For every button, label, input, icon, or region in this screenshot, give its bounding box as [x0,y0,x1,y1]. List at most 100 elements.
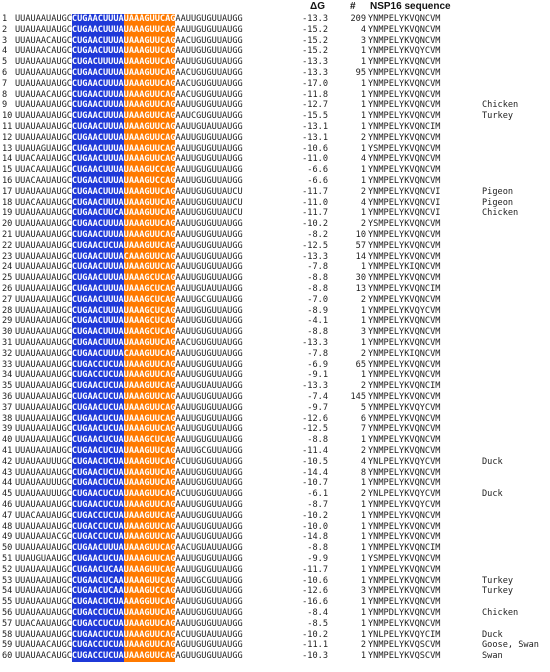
rna-sequence: UUAUAAUAUGCCUGAACUCUAUAAAGUUCAGAAUUGUGUU… [15,392,243,403]
seq-prefix: UUAUAAUAUGC [15,564,72,575]
protein-sequence: YNMPELYKVQNCVM [368,111,441,122]
rna-sequence: UUAUAAUAUGCCUGAACUUUAUAAAGCUCAGAAUUGUGUU… [15,327,243,338]
seq-suffix: AAUUGUGUUAUGG [175,46,243,57]
delta-g-value: -7.8 [307,262,328,273]
row-number: 53 [2,575,13,586]
protein-sequence: YNMPELYKVQNCVM [368,57,441,68]
seq-stem-right: UAAAGCUCAG [123,435,176,446]
delta-g-value: -12.6 [302,413,328,424]
delta-g-value: -11.7 [302,186,328,197]
seq-stem-left: CUGAACUUUA [71,284,124,295]
rna-sequence: UUAUAAUAUGCCUGAACUCAAUAAAGUUCAGAAUUGUGUU… [15,564,243,576]
seq-stem-left: CUGAACUCUA [71,478,124,490]
rna-sequence: UUAUAAUAUGCCUGACCUCUAUAAAGUUCAGAAUUGUGUU… [15,608,243,619]
seq-prefix: UUAUAAUAUGC [15,327,72,338]
rna-sequence: UUAUAAUAUGCCUGAACUCUAUAAAGUUCAGAAUUGUGUU… [15,467,243,479]
protein-sequence: YNMPELYKVQNCIM [368,122,441,132]
seq-stem-left: CUGAACUCAA [71,586,124,598]
count-value: 5 [360,402,366,413]
row-number: 29 [2,316,13,327]
delta-g-value: -11.1 [302,640,328,651]
seq-stem-right: UAAAGUUCAG [123,543,176,554]
row-number: 26 [2,284,13,294]
row-number: 40 [2,435,13,446]
seq-suffix: AAUUGUAUUAUGG [175,122,243,132]
table-row: 36 UUAUAAUAUGCCUGAACUCUAUAAAGUUCAGAAUUGUG… [0,392,550,403]
seq-suffix: AAUUGUGUUAUGG [175,154,243,165]
delta-g-value: -10.2 [302,510,328,521]
protein-sequence: YNMPELYKVQNCVM [368,575,441,586]
seq-stem-left: CUGAACUUUA [71,543,124,554]
host-label: Pigeon [482,186,514,197]
seq-prefix: UUAUAAUAUGC [15,608,72,618]
protein-sequence: YNMPELYKVQYCVM [368,46,441,57]
seq-stem-left: CUGAACUUUA [71,294,124,306]
rna-sequence: UUAUAAUACGCCUGACCUCUAUAAAGUUCAGAAUUGUGUU… [15,532,243,544]
seq-stem-right: UAAAGUUCAG [123,424,176,436]
seq-stem-right: UAAAGUUCAG [123,629,176,641]
seq-suffix: ACUUGUAUUAUGG [175,629,243,640]
row-number: 1 [2,14,8,24]
row-number: 32 [2,348,13,359]
table-row: 5 UUAUAAUAUGCCUGACUUUUAUAAAGUUCAGAAUUGUGU… [0,57,550,68]
seq-stem-left: CUGAACUUUA [71,143,124,155]
seq-suffix: ACUUGUGUUAUGG [175,489,243,500]
protein-sequence: YNMPELYKVQNCVM [368,68,441,78]
seq-stem-left: CUGAACUUCA [71,208,124,220]
delta-g-value: -13.3 [302,68,328,78]
rna-sequence: UUAUAAUAUGCCUGAACUUUAUAAAGCUCAGAAUUGUAUU… [15,284,243,295]
count-value: 3 [360,35,366,46]
seq-stem-right: UAAAGUUCAG [123,478,176,490]
rna-sequence: UUACAAUAUGCCUGAACUUUAUAAAGUUCAGAAUUGUGUU… [15,154,243,166]
row-number: 10 [2,111,13,122]
seq-prefix: UUAUAACAUGC [15,46,72,57]
count-value: 1 [360,122,366,132]
count-value: 1 [360,111,366,122]
seq-suffix: AAUCGUGUUAUGG [175,111,243,122]
seq-stem-left: CUGAACUUUA [71,197,124,209]
row-number: 5 [2,57,8,68]
seq-suffix: AAUUGUGUUAUGG [175,219,243,230]
host-label: Turkey [482,586,514,597]
table-row: 39 UUAUAAUAUGCCUGAACUCUAUAAAGUUCAGAAUUGUG… [0,424,550,436]
count-value: 1 [360,262,366,273]
row-number: 23 [2,251,13,262]
delta-g-value: -10.7 [302,478,328,489]
row-number: 11 [2,122,13,132]
seq-stem-left: CUGAACUUUA [71,154,124,166]
protein-sequence: YNMPELYKVQNCIM [368,543,441,554]
protein-sequence: YNMPELYKVQNCVM [368,251,441,262]
seq-suffix: AAUUGUGUUAUGG [175,597,243,608]
seq-suffix: AAUUGUGUUAUGG [175,240,243,251]
row-number: 13 [2,143,13,154]
seq-stem-left: CUGAACUCUA [71,456,124,468]
delta-g-value: -11.4 [302,446,328,456]
row-number: 35 [2,381,13,392]
seq-suffix: AAUUGUGUUAUGG [175,273,243,284]
seq-prefix: UUAUAAUAUGC [15,392,72,402]
row-number: 3 [2,35,8,46]
seq-stem-right: UAAAGCUCAG [123,305,176,317]
seq-suffix: AAUUGUGUUAUGG [175,305,243,316]
seq-prefix: UUACAAUAUGC [15,510,72,521]
table-row: 27 UUAUAAUAUGCCUGAACUUUAUAAAGCUCAGAAUUGCG… [0,294,550,306]
row-number: 33 [2,359,13,370]
rna-sequence: UUAUAAUAUGCCUGACCUCUAUAAAGUUCAGAAUUGUGUU… [15,370,243,382]
delta-g-value: -12.5 [302,424,328,435]
table-row: 52 UUAUAAUAUGCCUGAACUCAAUAAAGUUCAGAAUUGUG… [0,564,550,576]
table-row: 43 UUAUAAUAUGCCUGAACUCUAUAAAGUUCAGAAUUGUG… [0,467,550,479]
seq-stem-right: UAAAGCUCAG [123,327,176,338]
count-value: 1 [360,564,366,575]
protein-sequence: YNMPELYKVQNCVM [368,413,441,424]
delta-g-value: -6.6 [307,176,328,186]
rna-sequence: UUAUAAUAUGCCUGAACUUUAUAAAGCUCAGAAUUGUGUU… [15,316,243,328]
protein-sequence: YNMPELYKVQNCVM [368,521,441,532]
protein-sequence: YNMPELYKVQNCVM [368,273,441,284]
delta-g-value: -10.3 [302,651,328,662]
seq-stem-right: UAAAGUCCAG [123,176,176,187]
rna-sequence: UUAUAAUAUGCCUGAACUUUACAAAGUUCAGAAUUGUGUU… [15,348,243,360]
row-number: 50 [2,543,13,554]
rna-sequence: UUAUAAUAUGCCUGACCUCUAUAAAGUUCAGAAUUGUGUU… [15,359,243,371]
count-value: 1 [360,338,366,348]
table-row: 44 UUAUAAUUUGCCUGAACUCUAUAAAGUUCAGAAUUGUG… [0,478,550,490]
